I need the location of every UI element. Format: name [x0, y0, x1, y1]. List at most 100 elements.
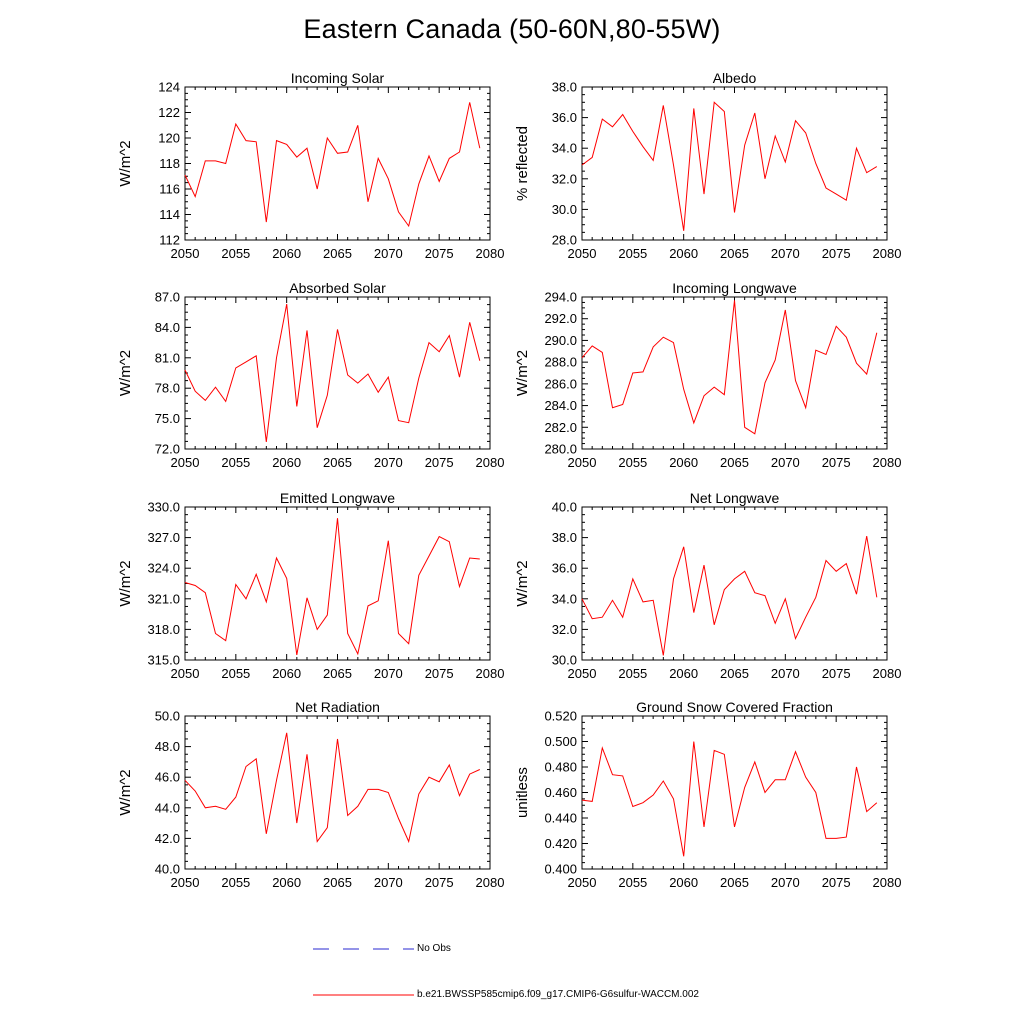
y-axis-label: unitless [514, 767, 531, 818]
x-tick-label: 2055 [618, 455, 647, 470]
y-tick-label: 321.0 [147, 591, 180, 606]
series-line [581, 101, 878, 231]
x-tick-label: 2050 [171, 455, 200, 470]
y-tick-label: 118 [159, 156, 180, 171]
y-axis-label: W/m^2 [117, 560, 134, 606]
y-tick-label: 288.0 [544, 355, 577, 370]
y-tick-label: 78.0 [155, 381, 180, 396]
x-tick-label: 2055 [618, 875, 647, 890]
x-tick-label: 2050 [568, 455, 597, 470]
y-tick-label: 38.0 [552, 530, 577, 545]
y-tick-label: 32.0 [552, 622, 577, 637]
y-tick-label: 116 [159, 182, 180, 197]
x-tick-label: 2070 [374, 875, 403, 890]
chart-incoming-solar: 2050 2055 2060 2065 2070 2075 2080 112 114 116 118… [117, 70, 504, 261]
y-axis-label: W/m^2 [514, 560, 531, 606]
plot-frame [581, 296, 888, 450]
x-tick-label: 2065 [323, 875, 352, 890]
chart-emitted-longwave: 2050 2055 2060 2065 2070 2075 2080 315.0 318.0 32… [117, 490, 504, 681]
x-tick-label: 2080 [476, 246, 505, 261]
y-tick-label: 318.0 [147, 622, 180, 637]
y-tick-label: 30.0 [552, 653, 577, 668]
y-tick-label: 330.0 [147, 500, 180, 515]
y-tick-label: 0.400 [544, 862, 577, 877]
y-tick-label: 81.0 [155, 350, 180, 365]
chart-title: Incoming Longwave [672, 280, 797, 296]
y-tick-label: 42.0 [155, 831, 180, 846]
y-tick-label: 286.0 [544, 376, 577, 391]
y-tick-label: 290.0 [544, 333, 577, 348]
y-tick-label: 327.0 [147, 530, 180, 545]
x-tick-label: 2060 [669, 875, 698, 890]
y-tick-label: 87.0 [155, 290, 180, 305]
x-tick-label: 2075 [425, 666, 454, 681]
chart-title: Emitted Longwave [280, 490, 395, 506]
chart-title: Ground Snow Covered Fraction [636, 699, 833, 715]
x-tick-label: 2055 [221, 455, 250, 470]
y-tick-label: 315.0 [147, 653, 180, 668]
x-tick-label: 2050 [171, 666, 200, 681]
x-tick-label: 2065 [720, 875, 749, 890]
chart-incoming-longwave: 2050 2055 2060 2065 2070 2075 2080 280.0 282.0 28… [514, 280, 901, 470]
x-tick-label: 2075 [822, 455, 851, 470]
y-tick-label: 34.0 [552, 141, 577, 156]
x-tick-label: 2065 [720, 666, 749, 681]
x-tick-label: 2070 [771, 246, 800, 261]
x-tick-label: 2080 [476, 455, 505, 470]
x-tick-label: 2055 [221, 666, 250, 681]
y-tick-label: 0.440 [544, 811, 577, 826]
y-tick-label: 282.0 [544, 420, 577, 435]
y-tick-label: 0.500 [544, 734, 577, 749]
y-tick-label: 40.0 [552, 500, 577, 515]
x-tick-label: 2080 [873, 875, 902, 890]
x-tick-label: 2060 [272, 455, 301, 470]
page-title: Eastern Canada (50-60N,80-55W) [303, 14, 721, 44]
y-tick-label: 0.420 [544, 836, 577, 851]
x-tick-label: 2060 [669, 455, 698, 470]
x-tick-label: 2080 [873, 666, 902, 681]
y-tick-label: 84.0 [155, 320, 180, 335]
y-tick-label: 34.0 [552, 591, 577, 606]
plot-frame [184, 506, 491, 661]
x-tick-label: 2060 [669, 666, 698, 681]
x-tick-label: 2065 [720, 455, 749, 470]
chart-title: Incoming Solar [291, 70, 385, 86]
y-tick-label: 36.0 [552, 561, 577, 576]
series-line [581, 300, 878, 435]
x-tick-label: 2055 [221, 246, 250, 261]
y-tick-label: 284.0 [544, 398, 577, 413]
x-tick-label: 2080 [476, 875, 505, 890]
y-tick-label: 0.520 [544, 709, 577, 724]
y-tick-label: 0.460 [544, 785, 577, 800]
y-tick-label: 28.0 [552, 233, 577, 248]
y-axis-label: W/m^2 [514, 350, 531, 396]
y-tick-label: 32.0 [552, 171, 577, 186]
x-tick-label: 2065 [323, 666, 352, 681]
x-tick-label: 2075 [425, 455, 454, 470]
series-line [581, 536, 878, 656]
x-tick-label: 2075 [822, 246, 851, 261]
y-axis-label: W/m^2 [117, 350, 134, 396]
x-tick-label: 2080 [873, 455, 902, 470]
x-tick-label: 2080 [873, 246, 902, 261]
x-tick-label: 2070 [771, 666, 800, 681]
x-tick-label: 2075 [822, 666, 851, 681]
y-tick-label: 292.0 [544, 311, 577, 326]
chart-title: Net Longwave [690, 490, 780, 506]
x-tick-label: 2070 [771, 455, 800, 470]
x-tick-label: 2070 [374, 246, 403, 261]
plot-frame [184, 86, 491, 241]
x-tick-label: 2050 [171, 875, 200, 890]
x-tick-label: 2065 [720, 246, 749, 261]
y-tick-label: 36.0 [552, 110, 577, 125]
x-tick-label: 2055 [221, 875, 250, 890]
x-tick-label: 2050 [568, 246, 597, 261]
x-tick-label: 2055 [618, 666, 647, 681]
x-tick-label: 2075 [425, 875, 454, 890]
x-tick-label: 2070 [374, 666, 403, 681]
x-tick-label: 2060 [272, 246, 301, 261]
plot-frame [184, 296, 491, 450]
y-tick-label: 46.0 [155, 770, 180, 785]
x-tick-label: 2070 [374, 455, 403, 470]
